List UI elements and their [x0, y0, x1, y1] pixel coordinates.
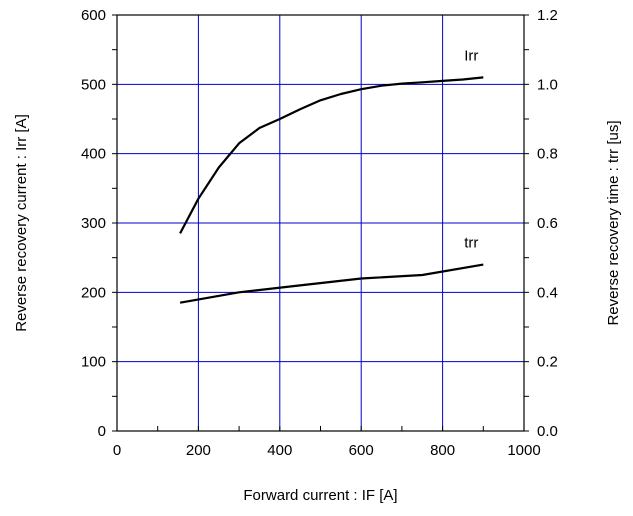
series-labels: Irr trr — [464, 47, 478, 251]
x-axis-tick-label: 600 — [349, 442, 374, 459]
right-axis-tick-label: 0.4 — [537, 284, 558, 301]
x-axis-tick-label: 800 — [430, 442, 455, 459]
x-axis-title: Forward current : IF [A] — [243, 487, 397, 504]
right-axis-tick-labels: 0.0 0.2 0.4 0.6 0.8 1.0 1.2 — [537, 7, 558, 440]
left-axis-tick-label: 0 — [98, 423, 106, 440]
right-y-axis-title: Reverse recovery time : trr [us] — [605, 120, 622, 325]
series-label-irr: Irr — [464, 47, 478, 64]
series-line-trr — [179, 263, 484, 304]
left-axis-tick-label: 100 — [81, 354, 106, 371]
x-axis-tick-label: 400 — [267, 442, 292, 459]
left-axis-tick-label: 600 — [81, 7, 106, 24]
right-axis-tick-label: 0.8 — [537, 146, 558, 163]
left-axis-tick-labels: 0 100 200 300 400 500 600 — [81, 7, 106, 440]
right-axis-tick-label: 0.0 — [537, 423, 558, 440]
grid — [117, 15, 524, 431]
x-axis-tick-label: 1000 — [507, 442, 540, 459]
right-axis-tick-label: 0.2 — [537, 354, 558, 371]
left-y-axis-title: Reverse recovery current : Irr [A] — [13, 114, 30, 332]
left-axis-tick-label: 400 — [81, 146, 106, 163]
x-axis-tick-label: 0 — [113, 442, 121, 459]
x-axis-tick-label: 200 — [186, 442, 211, 459]
series-label-trr: trr — [464, 235, 478, 252]
right-axis-tick-label: 1.0 — [537, 76, 558, 93]
series-lines — [179, 76, 484, 304]
x-axis-tick-labels: 0 200 400 600 800 1000 — [113, 442, 541, 459]
ticks — [112, 14, 529, 432]
right-axis-tick-label: 0.6 — [537, 215, 558, 232]
series-line-irr — [179, 76, 484, 234]
left-axis-tick-label: 200 — [81, 284, 106, 301]
right-axis-tick-label: 1.2 — [537, 7, 558, 24]
left-axis-tick-label: 300 — [81, 215, 106, 232]
left-axis-tick-label: 500 — [81, 76, 106, 93]
